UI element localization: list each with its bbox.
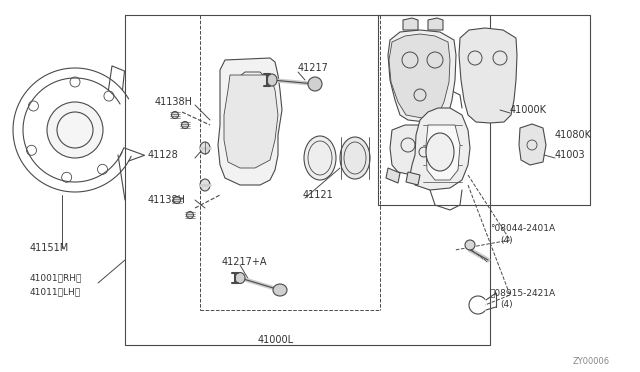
Ellipse shape [235, 273, 245, 283]
Text: 41217: 41217 [298, 63, 329, 73]
Polygon shape [459, 28, 517, 123]
Circle shape [47, 102, 103, 158]
Polygon shape [403, 18, 418, 30]
Text: (4): (4) [500, 235, 513, 244]
Polygon shape [519, 124, 546, 165]
Polygon shape [218, 58, 282, 185]
Polygon shape [428, 18, 443, 30]
Polygon shape [390, 125, 436, 175]
Ellipse shape [172, 112, 179, 119]
Polygon shape [406, 172, 420, 185]
Text: (4): (4) [500, 301, 513, 310]
Text: 41080K: 41080K [555, 130, 592, 140]
Text: 41000K: 41000K [510, 105, 547, 115]
Ellipse shape [182, 122, 189, 128]
Text: 41217+A: 41217+A [222, 257, 268, 267]
Ellipse shape [200, 142, 210, 154]
Ellipse shape [200, 179, 210, 191]
Ellipse shape [186, 212, 193, 218]
Text: 41000L: 41000L [258, 335, 294, 345]
Text: 41003: 41003 [555, 150, 586, 160]
Polygon shape [386, 168, 400, 183]
Text: 41121: 41121 [303, 190, 333, 200]
Polygon shape [388, 30, 456, 122]
Ellipse shape [465, 240, 475, 250]
Text: 41011〈LH〉: 41011〈LH〉 [30, 288, 81, 296]
Ellipse shape [340, 137, 370, 179]
Text: Ⓣ08915-2421A: Ⓣ08915-2421A [490, 289, 556, 298]
Ellipse shape [267, 74, 277, 86]
Polygon shape [224, 75, 278, 168]
Text: 41001〈RH〉: 41001〈RH〉 [30, 273, 83, 282]
Polygon shape [389, 34, 450, 118]
Ellipse shape [304, 136, 336, 180]
Text: 41128: 41128 [148, 150, 179, 160]
Polygon shape [426, 125, 460, 180]
Text: °08044-2401A: °08044-2401A [490, 224, 555, 232]
Polygon shape [410, 108, 470, 190]
Text: 41138H: 41138H [148, 195, 186, 205]
Text: 41151M: 41151M [30, 243, 69, 253]
Ellipse shape [308, 77, 322, 91]
Ellipse shape [273, 284, 287, 296]
Ellipse shape [173, 196, 180, 203]
Ellipse shape [426, 133, 454, 171]
Text: ZY00006: ZY00006 [573, 357, 610, 366]
Text: 41138H: 41138H [155, 97, 193, 107]
